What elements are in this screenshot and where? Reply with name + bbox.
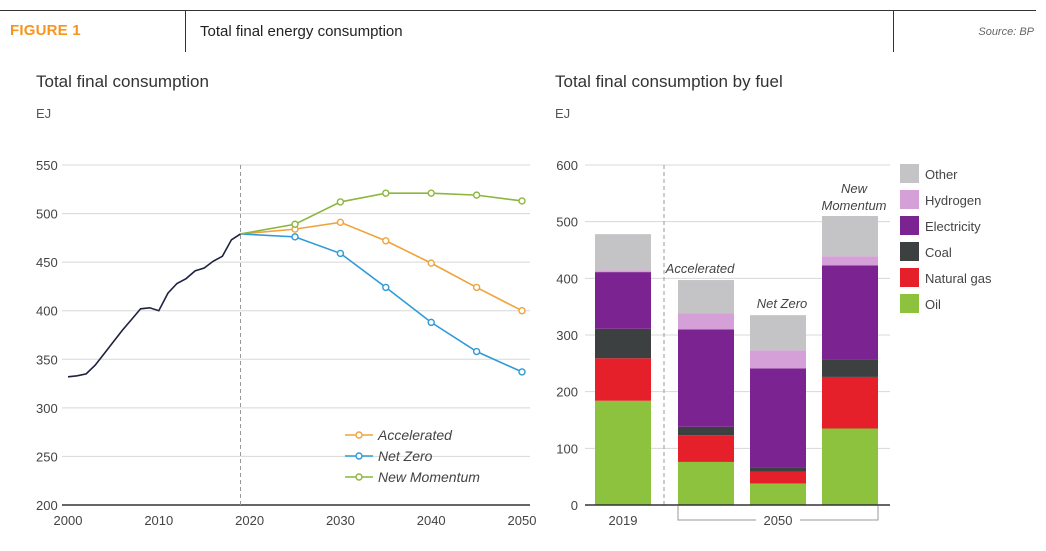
line-chart-unit: EJ xyxy=(36,106,52,121)
legend-swatch xyxy=(900,294,919,313)
data-point xyxy=(518,307,526,315)
bar-segment-coal xyxy=(822,359,878,377)
x-tick-label: 2040 xyxy=(417,513,446,528)
data-point xyxy=(382,283,390,292)
bar-segment-other xyxy=(595,234,651,271)
bar-label: Accelerated xyxy=(665,261,735,276)
bar-segment-natural-gas xyxy=(595,358,651,401)
y-tick-label: 350 xyxy=(36,352,58,367)
data-point xyxy=(336,249,345,258)
header-divider xyxy=(893,10,894,52)
y-tick-label: 0 xyxy=(571,498,578,513)
bar-segment-natural-gas xyxy=(822,376,878,429)
bar-segment-electricity xyxy=(822,265,878,360)
legend-swatch xyxy=(900,164,919,183)
history-line xyxy=(67,233,241,378)
y-tick-label: 600 xyxy=(556,158,578,173)
bar-segment-coal xyxy=(595,328,651,359)
bar-segment-other xyxy=(750,315,806,351)
data-point xyxy=(382,237,390,245)
y-tick-label: 200 xyxy=(36,498,58,513)
bar-chart-title: Total final consumption by fuel xyxy=(555,72,783,91)
bar-segment-natural-gas xyxy=(750,471,806,484)
data-point xyxy=(336,198,345,206)
bar-chart-unit: EJ xyxy=(555,106,571,121)
y-tick-label: 300 xyxy=(36,401,58,416)
bar-segment-hydrogen xyxy=(750,350,806,369)
x-group-label: 2019 xyxy=(609,513,638,528)
legend-swatch xyxy=(900,190,919,209)
bar-segment-hydrogen xyxy=(595,270,651,273)
source-note: Source: BP xyxy=(978,26,1034,38)
data-point xyxy=(336,218,345,227)
bar-segment-hydrogen xyxy=(822,256,878,266)
x-tick-label: 2020 xyxy=(235,513,264,528)
y-tick-label: 200 xyxy=(556,385,578,400)
legend-marker xyxy=(355,452,363,460)
legend-label: Accelerated xyxy=(377,427,453,443)
bar-label: Momentum xyxy=(821,198,886,213)
data-point xyxy=(518,197,526,205)
data-point xyxy=(518,368,526,376)
legend-label: New Momentum xyxy=(378,469,480,485)
y-tick-label: 400 xyxy=(556,271,578,286)
y-tick-label: 550 xyxy=(36,158,58,173)
y-tick-label: 500 xyxy=(556,215,578,230)
bar-segment-oil xyxy=(750,483,806,505)
y-tick-label: 450 xyxy=(36,255,58,270)
y-tick-label: 300 xyxy=(556,328,578,343)
x-tick-label: 2000 xyxy=(54,513,83,528)
bar-segment-oil xyxy=(822,428,878,505)
figure-label: FIGURE 1 xyxy=(10,22,81,39)
data-point xyxy=(427,318,435,327)
x-tick-label: 2030 xyxy=(326,513,355,528)
data-point xyxy=(427,189,435,197)
bar-label: Net Zero xyxy=(757,296,808,311)
bar-segment-coal xyxy=(750,467,806,472)
legend-label: Other xyxy=(925,167,958,182)
data-point xyxy=(427,259,435,267)
figure-title: Total final energy consumption xyxy=(200,23,403,40)
bar-segment-electricity xyxy=(750,368,806,468)
data-point xyxy=(291,233,299,241)
bar-label: New xyxy=(841,181,869,196)
legend-swatch xyxy=(900,268,919,287)
legend-label: Natural gas xyxy=(925,271,992,286)
y-tick-label: 100 xyxy=(556,441,578,456)
bar-segment-natural-gas xyxy=(678,435,734,462)
bar-segment-coal xyxy=(678,426,734,436)
data-point xyxy=(472,283,481,292)
legend-swatch xyxy=(900,216,919,235)
data-point xyxy=(291,220,299,228)
y-tick-label: 500 xyxy=(36,207,58,222)
header-rule xyxy=(0,10,1036,11)
x-tick-label: 2050 xyxy=(508,513,537,528)
data-point xyxy=(472,191,481,199)
legend-swatch xyxy=(900,242,919,261)
data-point xyxy=(472,347,481,356)
legend-marker xyxy=(355,473,363,481)
line-chart-title: Total final consumption xyxy=(36,72,209,91)
x-tick-label: 2010 xyxy=(144,513,173,528)
bar-segment-electricity xyxy=(678,329,734,427)
bar-segment-other xyxy=(822,216,878,257)
legend-label: Net Zero xyxy=(378,448,433,464)
legend-label: Oil xyxy=(925,297,941,312)
group-label-bg xyxy=(756,512,800,528)
data-point xyxy=(382,189,390,197)
bar-segment-oil xyxy=(678,461,734,505)
y-tick-label: 250 xyxy=(36,449,58,464)
legend-marker xyxy=(355,431,363,439)
bar-segment-oil xyxy=(595,400,651,505)
bar-segment-electricity xyxy=(595,272,651,329)
header-divider xyxy=(185,10,186,52)
x-group-label: 2050 xyxy=(764,513,793,528)
y-tick-label: 400 xyxy=(36,304,58,319)
bar-segment-other xyxy=(678,280,734,314)
bar-segment-hydrogen xyxy=(678,313,734,330)
legend-label: Hydrogen xyxy=(925,193,981,208)
legend-label: Coal xyxy=(925,245,952,260)
legend-label: Electricity xyxy=(925,219,981,234)
